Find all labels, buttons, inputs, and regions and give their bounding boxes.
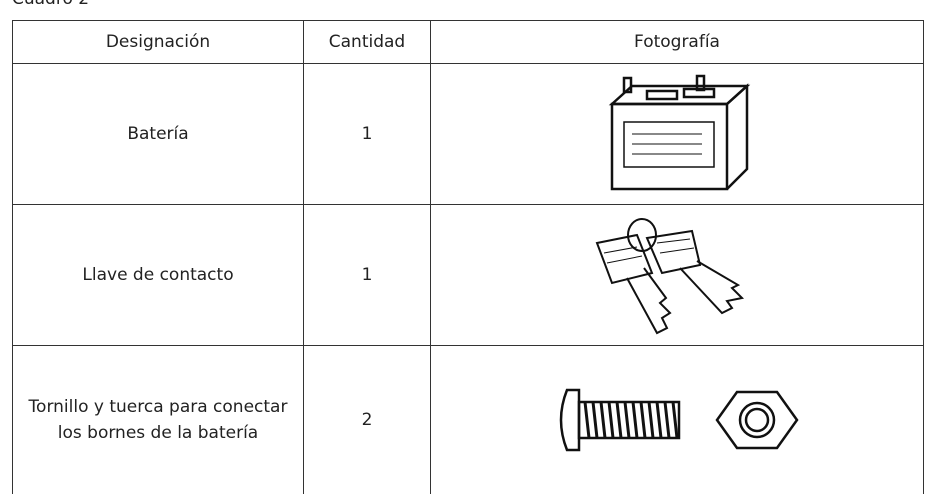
keys-icon [595, 217, 745, 334]
cell: 1 [303, 63, 431, 205]
header-row: Designación Cantidad Fotografía [12, 20, 924, 64]
cell: Llave de contacto [12, 204, 304, 346]
row: Llave de contacto 1 [12, 204, 924, 346]
photo-cell [430, 345, 924, 494]
photo-cell [430, 63, 924, 205]
header-cell: Designación [12, 20, 304, 64]
cell: Tornillo y tuerca para conectar los born… [12, 345, 304, 494]
cell: Batería [12, 63, 304, 205]
row: Tornillo y tuerca para conectar los born… [12, 345, 924, 494]
cell: 2 [303, 345, 431, 494]
header-cell: Fotografía [430, 20, 924, 64]
table: Designación Cantidad Fotografía Batería … [12, 20, 924, 494]
caption: Cuadro 2 [12, 0, 89, 9]
row: Batería 1 [12, 63, 924, 205]
battery-icon [608, 74, 751, 191]
cell: 1 [303, 204, 431, 346]
bolt-nut-icon [559, 388, 799, 452]
header-cell: Cantidad [303, 20, 431, 64]
photo-cell [430, 204, 924, 346]
